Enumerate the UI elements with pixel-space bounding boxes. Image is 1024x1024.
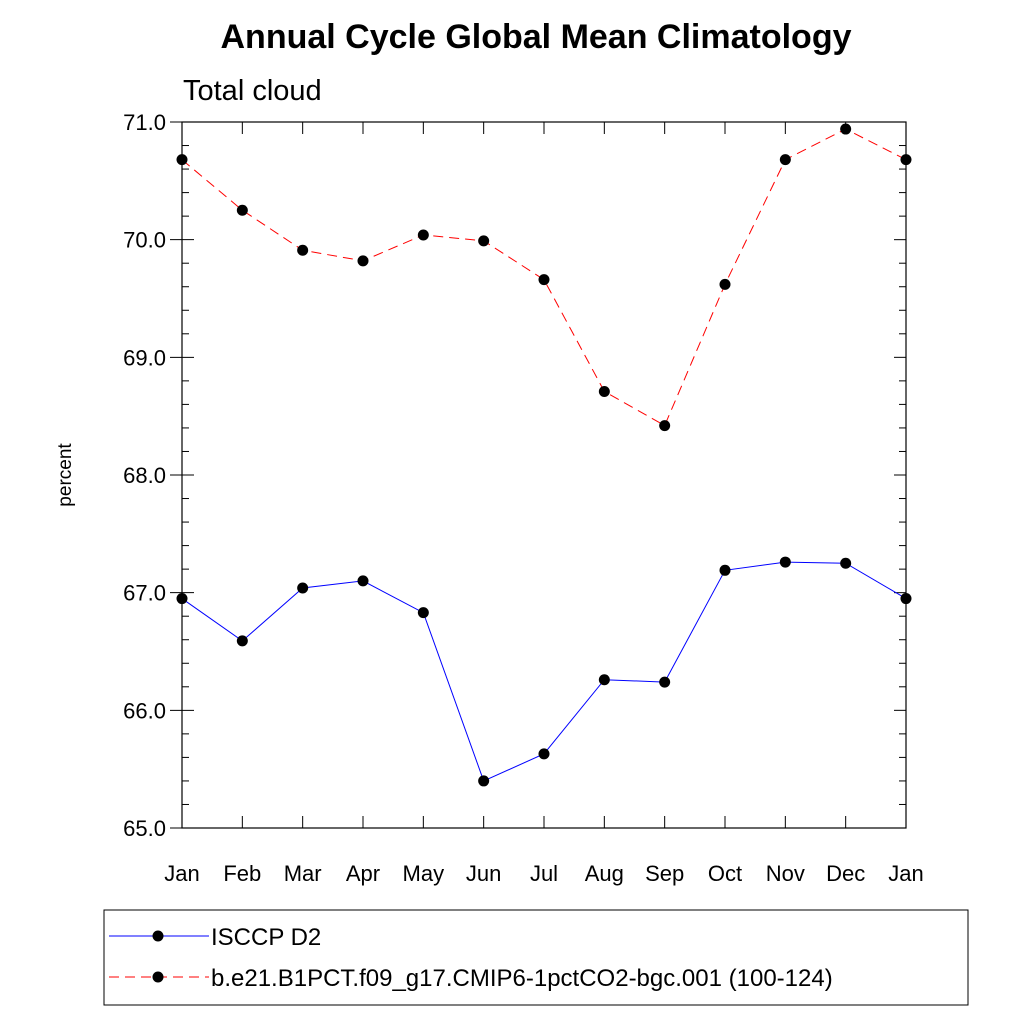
x-tick-label: Dec [826,861,865,886]
data-point [598,674,610,686]
data-point [900,154,912,166]
legend-label-isccp: ISCCP D2 [211,924,321,951]
series-line-0 [181,561,907,782]
data-point [840,557,852,569]
data-point [417,607,429,619]
axis-ticks: Jan Feb Mar Apr May Jun Jul Aug Sep Oct Nov Dec Jan 6… [123,110,924,886]
x-tick-label: Aug [585,861,624,886]
x-tick-label: May [403,861,445,886]
data-point [719,278,731,290]
x-tick-label: Oct [708,861,742,886]
y-tick-label: 69.0 [123,345,166,370]
data-point [236,204,248,216]
x-tick-label: Jul [530,861,558,886]
y-tick-label: 68.0 [123,463,166,488]
legend-label-model: b.e21.B1PCT.f09_g17.CMIP6-1pctCO2-bgc.00… [211,965,833,992]
data-point [900,593,912,605]
data-point [840,123,852,135]
y-tick-label: 70.0 [123,228,166,253]
x-tick-label: Feb [223,861,261,886]
chart-subtitle: Total cloud [183,75,322,107]
chart-title: Annual Cycle Global Mean Climatology [221,18,852,56]
y-tick-label: 71.0 [123,110,166,135]
data-point [779,556,791,568]
y-tick-label: 66.0 [123,698,166,723]
data-point [659,676,671,688]
data-point [176,154,188,166]
x-tick-label: Nov [766,861,805,886]
legend-marker-isccp [152,930,164,942]
series-group [176,123,912,787]
data-point [538,748,550,760]
data-point [478,235,490,247]
x-tick-label: Apr [346,861,380,886]
data-point [719,564,731,576]
data-point [417,229,429,241]
x-tick-label: Jun [466,861,501,886]
y-tick-label: 67.0 [123,581,166,606]
data-point [357,575,369,587]
legend-marker-model [152,971,164,983]
plot-frame [181,121,907,829]
legend: ISCCP D2 b.e21.B1PCT.f09_g17.CMIP6-1pctC… [103,909,969,1006]
data-point [357,255,369,267]
data-point [779,154,791,166]
x-tick-label: Jan [888,861,923,886]
x-tick-label: Mar [284,861,322,886]
data-point [236,635,248,647]
legend-box [103,909,969,1006]
x-tick-label: Jan [164,861,199,886]
data-point [297,244,309,256]
x-tick-label: Sep [645,861,684,886]
data-point [598,385,610,397]
data-point [538,274,550,286]
y-tick-label: 65.0 [123,816,166,841]
data-point [297,582,309,594]
y-axis-label: percent [55,443,76,507]
data-point [659,420,671,432]
data-point [176,593,188,605]
data-point [478,775,490,787]
